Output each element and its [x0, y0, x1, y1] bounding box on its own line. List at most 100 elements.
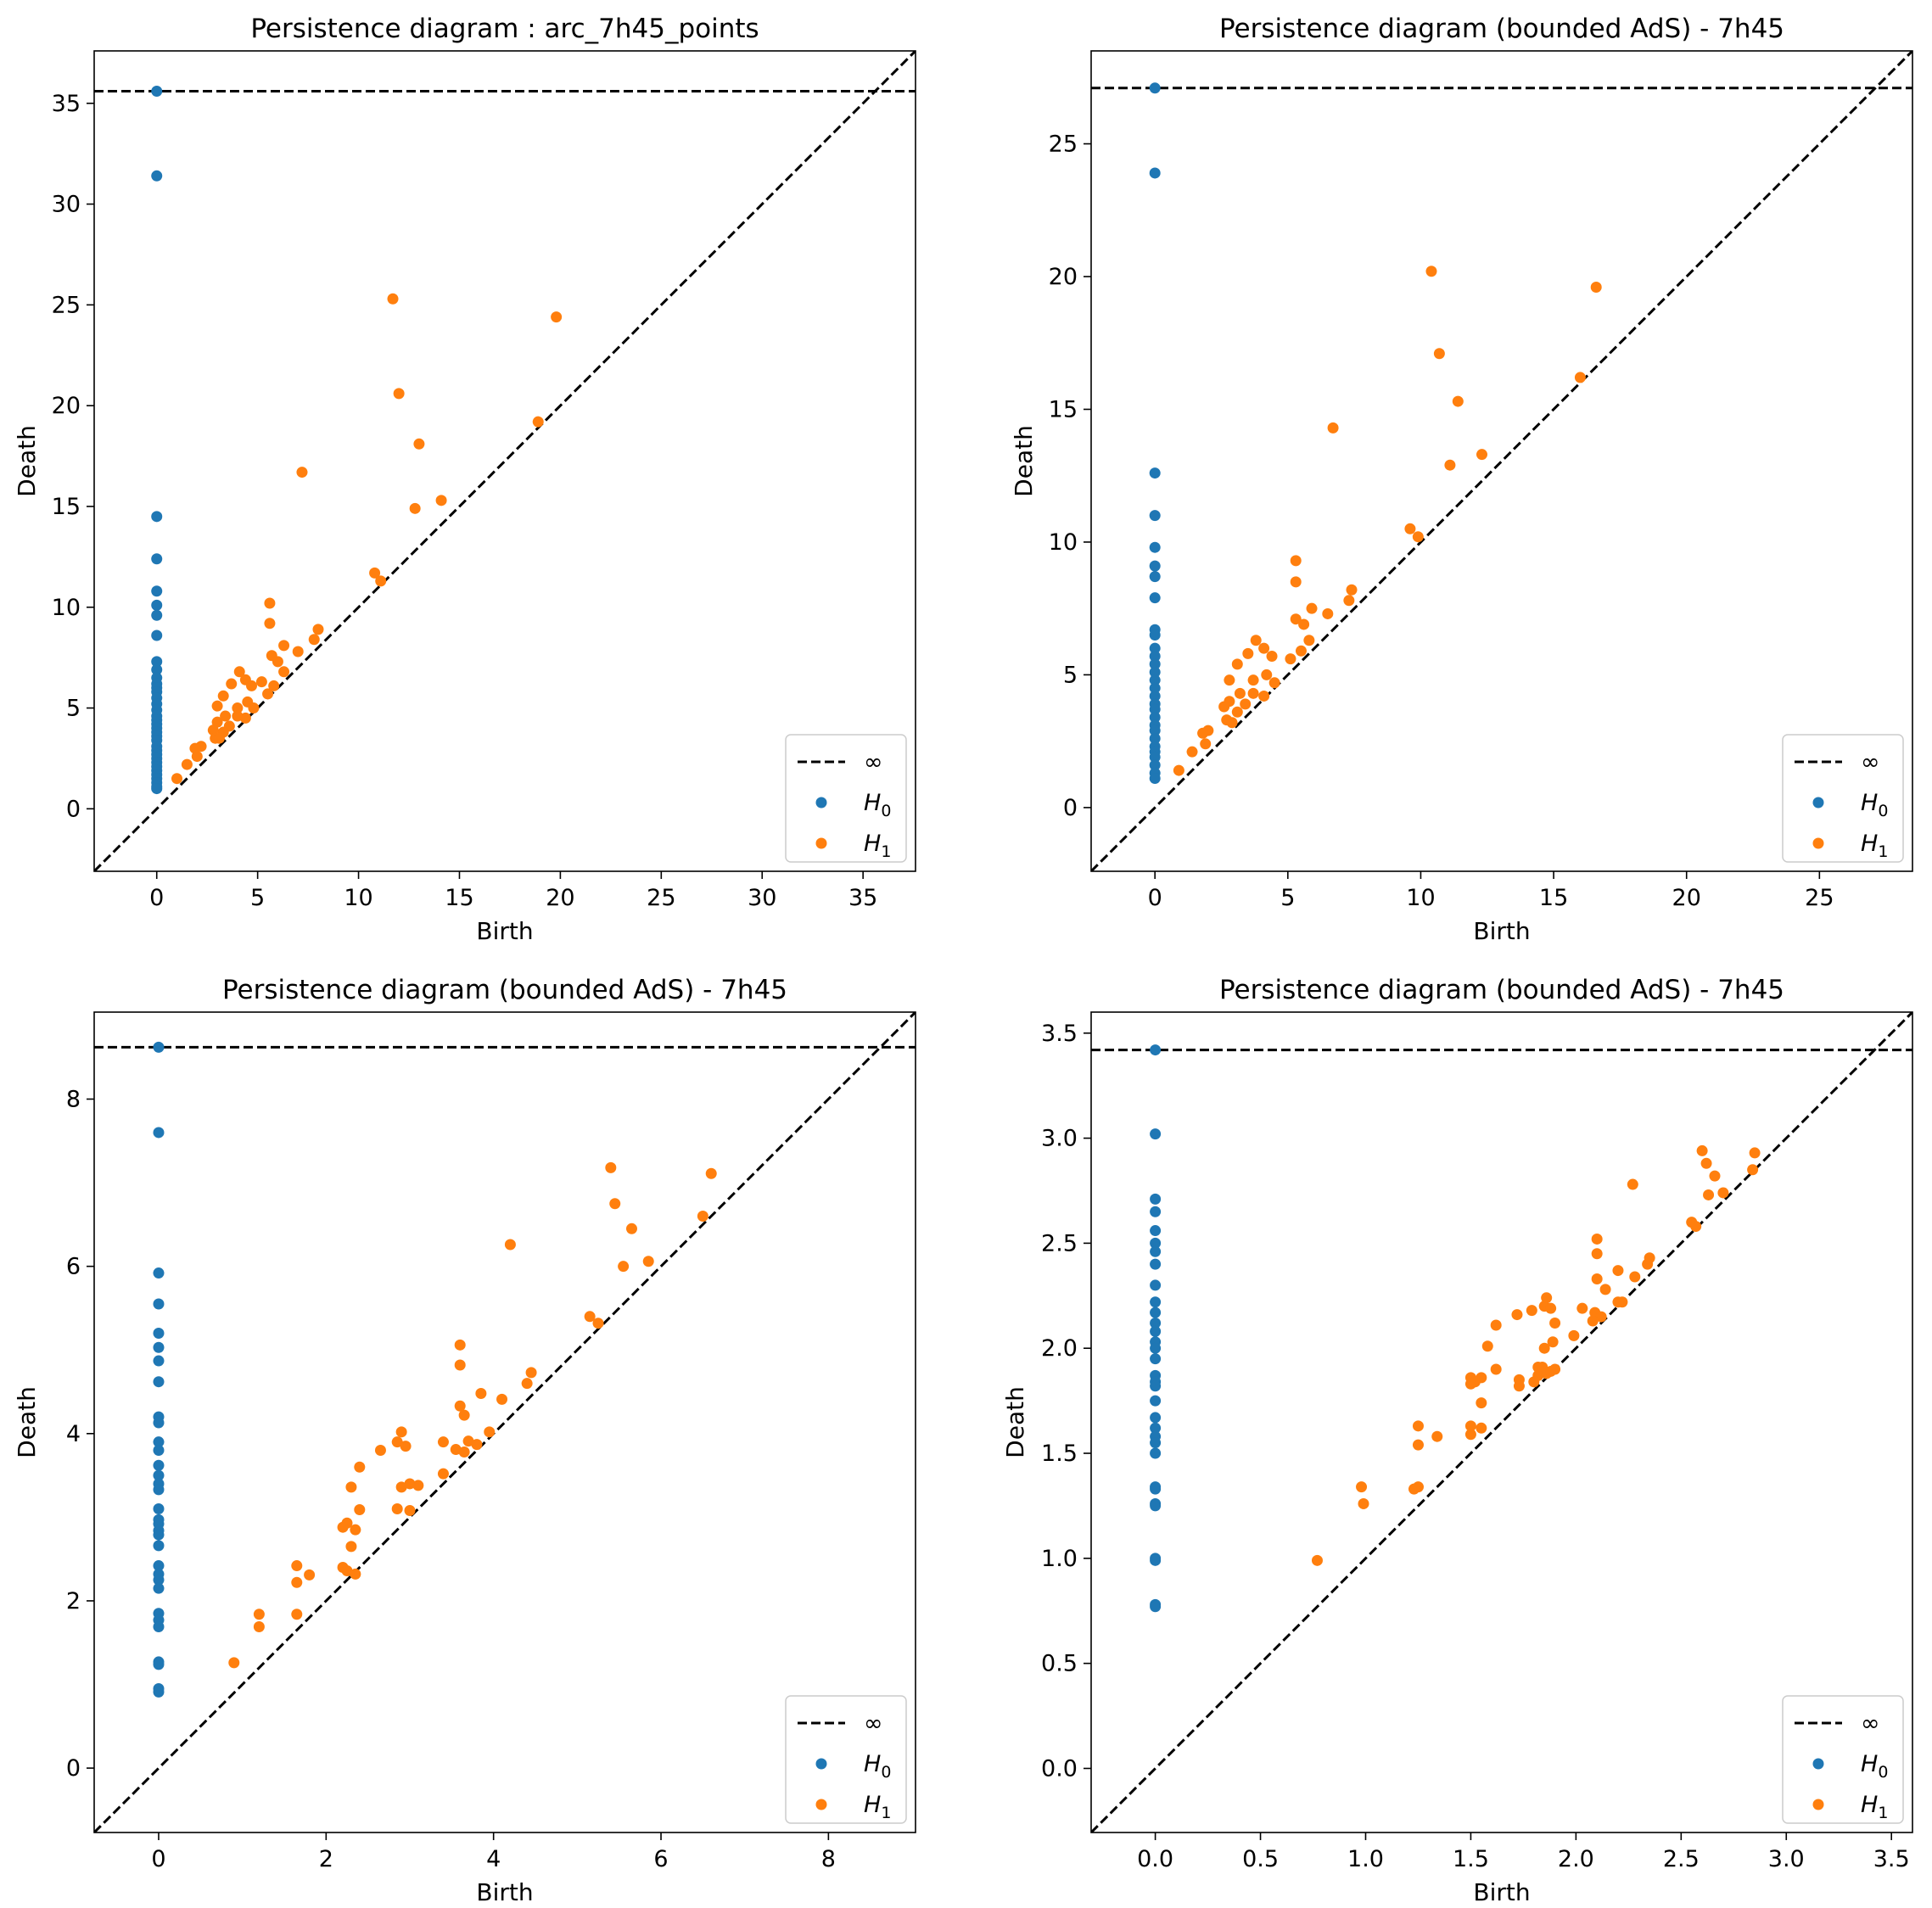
h1-point	[272, 656, 283, 668]
y-axis-label: Death	[1001, 1386, 1029, 1458]
h1-point	[1481, 1340, 1493, 1352]
h1-point	[1513, 1380, 1525, 1392]
x-tick-label: 30	[748, 885, 776, 911]
h1-point	[1186, 746, 1198, 758]
h1-point	[291, 1560, 303, 1572]
h1-point	[450, 1444, 462, 1456]
legend-h0-swatch	[1812, 797, 1824, 809]
h1-point	[1476, 1397, 1487, 1409]
h1-point	[484, 1426, 496, 1438]
h1-point	[1290, 555, 1302, 567]
h1-point	[1464, 1429, 1476, 1441]
h1-point	[1749, 1147, 1761, 1159]
h1-point	[1240, 698, 1252, 710]
y-tick-label: 35	[52, 91, 81, 117]
panel-bottom-right: Persistence diagram (bounded AdS) - 7h45…	[1001, 975, 1913, 1906]
y-axis-label: Death	[13, 1386, 41, 1458]
h1-point	[642, 1256, 654, 1267]
h0-point	[1149, 651, 1161, 663]
y-tick-label: 6	[66, 1254, 81, 1280]
legend-h1-label: H1	[864, 831, 891, 861]
h0-point	[1150, 1258, 1162, 1270]
x-axis-label: Birth	[1473, 1878, 1530, 1906]
h1-point	[211, 700, 223, 712]
h1-point	[1247, 687, 1259, 699]
h1-point	[239, 712, 251, 724]
h1-point	[1464, 1420, 1476, 1432]
y-tick-label: 20	[52, 393, 81, 419]
h1-point	[1547, 1336, 1559, 1348]
h1-point	[1346, 584, 1358, 596]
h1-point	[262, 688, 274, 700]
y-tick-label: 3.0	[1041, 1126, 1078, 1152]
y-tick-label: 10	[1049, 529, 1078, 556]
h1-point	[1591, 1273, 1603, 1284]
y-axis-label: Death	[1010, 425, 1038, 497]
h1-point	[375, 575, 387, 587]
y-tick-label: 4	[66, 1421, 81, 1447]
h0-point	[1149, 592, 1161, 604]
legend: ∞ H0 H1	[1782, 1695, 1904, 1824]
h1-point	[609, 1198, 621, 1210]
legend-box	[1782, 734, 1904, 863]
h1-point	[1528, 1376, 1540, 1388]
y-tick-label: 10	[52, 595, 81, 621]
h1-point	[521, 1378, 533, 1390]
h1-point	[312, 624, 324, 635]
h1-point	[191, 751, 203, 763]
h1-point	[1306, 602, 1318, 614]
h1-point	[525, 1367, 537, 1379]
h1-point	[374, 1445, 386, 1457]
h1-point	[354, 1504, 366, 1516]
h1-point	[264, 597, 276, 609]
h1-point	[454, 1359, 466, 1371]
h1-point	[409, 502, 421, 514]
h1-point	[1545, 1365, 1557, 1377]
h0-point	[153, 1560, 165, 1572]
h0-point	[151, 553, 163, 565]
legend-box	[785, 734, 907, 863]
data-points	[153, 1041, 717, 1698]
y-tick-label: 0.0	[1041, 1755, 1078, 1782]
h0-point	[1149, 658, 1161, 670]
h0-point	[1150, 1353, 1162, 1365]
h1-point	[435, 495, 447, 506]
h0-point	[153, 1621, 165, 1633]
h0-point	[1150, 1601, 1162, 1613]
x-tick-label: 0	[149, 885, 164, 911]
h0-point	[153, 1484, 165, 1496]
h1-point	[233, 666, 245, 678]
h1-point	[369, 567, 381, 579]
x-tick-label: 3.0	[1768, 1846, 1805, 1872]
h0-point	[151, 629, 163, 641]
h1-point	[1311, 1554, 1323, 1566]
h1-point	[462, 1435, 474, 1447]
h1-point	[1703, 1189, 1715, 1200]
h1-point	[345, 1541, 357, 1553]
h0-point	[1149, 674, 1161, 686]
h1-point	[1476, 1422, 1487, 1434]
chart-title: Persistence diagram : arc_7h45_points	[250, 14, 759, 44]
legend-box	[1782, 1695, 1904, 1824]
h1-point	[1490, 1363, 1502, 1375]
y-tick-label: 0	[66, 796, 81, 822]
panel-top-left: Persistence diagram : arc_7h45_points 0 5 1…	[13, 14, 916, 945]
h1-point	[1568, 1329, 1580, 1341]
h1-point	[1747, 1164, 1759, 1176]
h1-point	[1290, 576, 1302, 588]
reference-lines	[94, 51, 916, 871]
h0-point	[1150, 1500, 1162, 1512]
h1-point	[1343, 595, 1355, 607]
h0-point	[151, 783, 163, 795]
h0-point	[1150, 1128, 1162, 1140]
h1-point	[350, 1524, 361, 1536]
h1-point	[1412, 1439, 1424, 1451]
h1-point	[496, 1393, 508, 1405]
h1-point	[1511, 1309, 1523, 1321]
y-tick-label: 0	[1063, 795, 1078, 821]
h0-point	[1150, 1296, 1162, 1308]
h1-point	[1642, 1258, 1654, 1270]
h1-point	[1226, 717, 1238, 729]
h1-point	[1576, 1302, 1588, 1314]
legend-h0-swatch	[1812, 1758, 1824, 1770]
